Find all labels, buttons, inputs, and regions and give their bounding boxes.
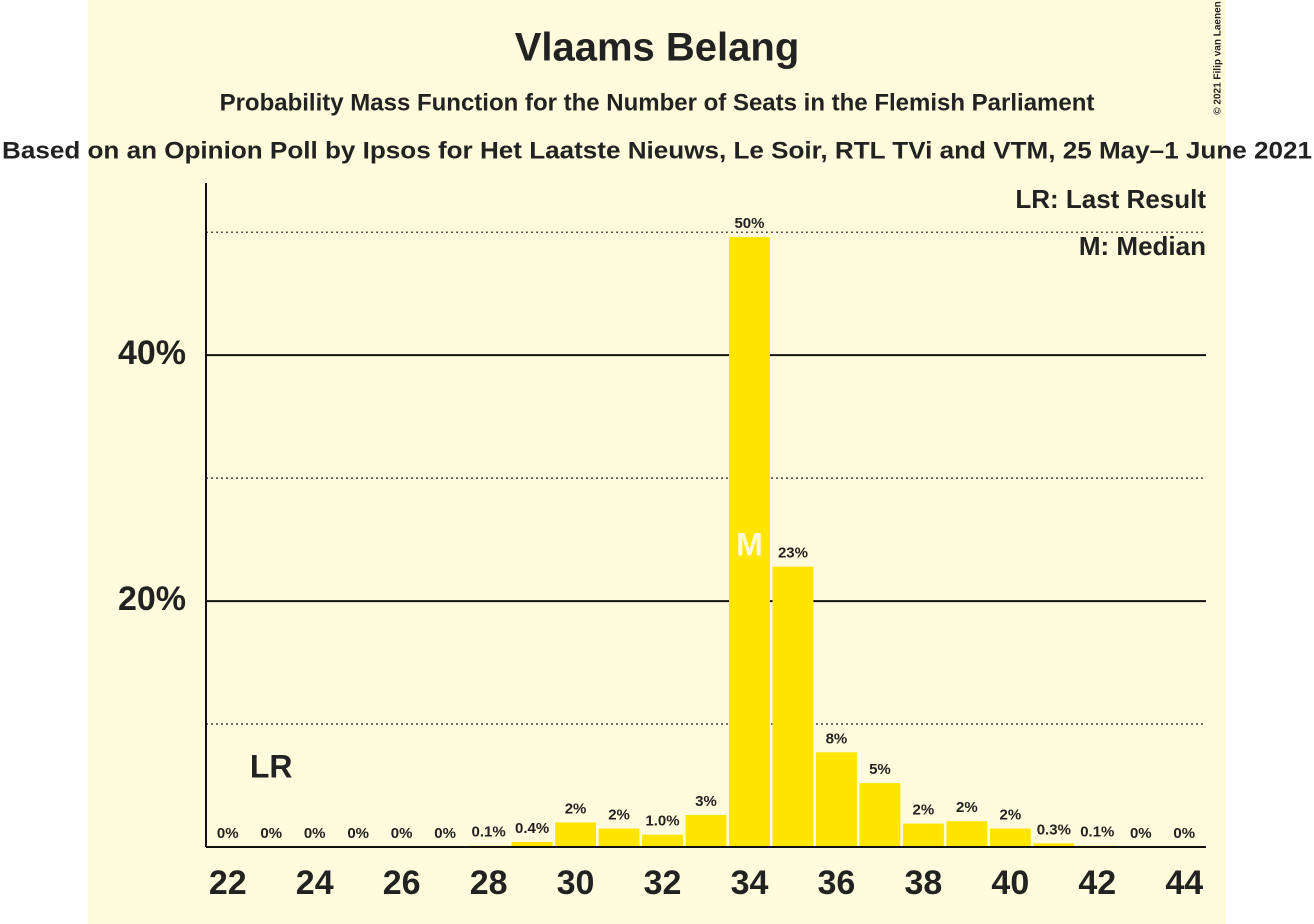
bar bbox=[511, 842, 553, 847]
value-label: 0% bbox=[1173, 825, 1195, 842]
value-label: 23% bbox=[778, 545, 808, 562]
value-label: 0.4% bbox=[515, 820, 549, 837]
bar bbox=[598, 828, 640, 847]
last-result-marker: LR bbox=[250, 748, 293, 784]
x-tick-label: 34 bbox=[731, 864, 769, 902]
x-tick-label: 42 bbox=[1078, 864, 1116, 902]
chart-subtitle: Probability Mass Function for the Number… bbox=[220, 89, 1095, 116]
y-tick-label: 20% bbox=[118, 580, 186, 618]
value-label: 8% bbox=[826, 730, 848, 747]
value-label: 0% bbox=[1130, 825, 1152, 842]
x-tick-label: 40 bbox=[991, 864, 1029, 902]
median-marker: M bbox=[736, 526, 763, 562]
chart-title: Vlaams Belang bbox=[515, 26, 800, 70]
y-tick-label: 40% bbox=[118, 334, 186, 372]
bar bbox=[946, 821, 988, 847]
value-label: 2% bbox=[565, 800, 587, 817]
bar bbox=[772, 566, 814, 847]
value-label: 5% bbox=[869, 761, 891, 778]
value-label: 0% bbox=[217, 825, 239, 842]
value-label: 2% bbox=[608, 807, 630, 824]
panel bbox=[88, 0, 1226, 924]
bar bbox=[642, 834, 683, 847]
x-tick-label: 24 bbox=[296, 864, 334, 902]
value-label: 0.1% bbox=[1080, 824, 1114, 841]
x-tick-label: 32 bbox=[644, 864, 682, 902]
x-tick-label: 26 bbox=[383, 864, 421, 902]
x-tick-label: 38 bbox=[904, 864, 942, 902]
legend-entry: M: Median bbox=[1079, 231, 1206, 261]
bar bbox=[555, 822, 596, 847]
value-label: 0% bbox=[347, 825, 369, 842]
bar bbox=[729, 237, 770, 847]
value-label: 3% bbox=[695, 793, 717, 810]
legend-entry: LR: Last Result bbox=[1015, 184, 1206, 214]
value-label: 0% bbox=[304, 825, 326, 842]
value-label: 0% bbox=[391, 825, 413, 842]
value-label: 1.0% bbox=[645, 813, 679, 830]
bar bbox=[685, 815, 727, 847]
value-label: 0% bbox=[260, 825, 282, 842]
bar bbox=[859, 783, 901, 847]
x-tick-label: 36 bbox=[818, 864, 856, 902]
value-label: 2% bbox=[913, 802, 935, 819]
value-label: 0% bbox=[434, 825, 456, 842]
value-label: 50% bbox=[734, 215, 764, 232]
x-tick-label: 22 bbox=[209, 864, 247, 902]
bar bbox=[1033, 843, 1075, 847]
x-tick-label: 30 bbox=[557, 864, 595, 902]
chart-source: Based on an Opinion Poll by Ipsos for He… bbox=[2, 137, 1312, 164]
value-label: 2% bbox=[956, 799, 978, 816]
value-label: 0.1% bbox=[472, 824, 506, 841]
value-label: 0.3% bbox=[1037, 821, 1071, 838]
bar bbox=[902, 823, 944, 847]
bar bbox=[816, 752, 857, 847]
bar bbox=[989, 828, 1031, 847]
x-tick-label: 28 bbox=[470, 864, 508, 902]
x-tick-label: 44 bbox=[1165, 864, 1203, 902]
value-label: 2% bbox=[1000, 807, 1022, 824]
copyright: © 2021 Filip van Laenen bbox=[1213, 1, 1224, 115]
